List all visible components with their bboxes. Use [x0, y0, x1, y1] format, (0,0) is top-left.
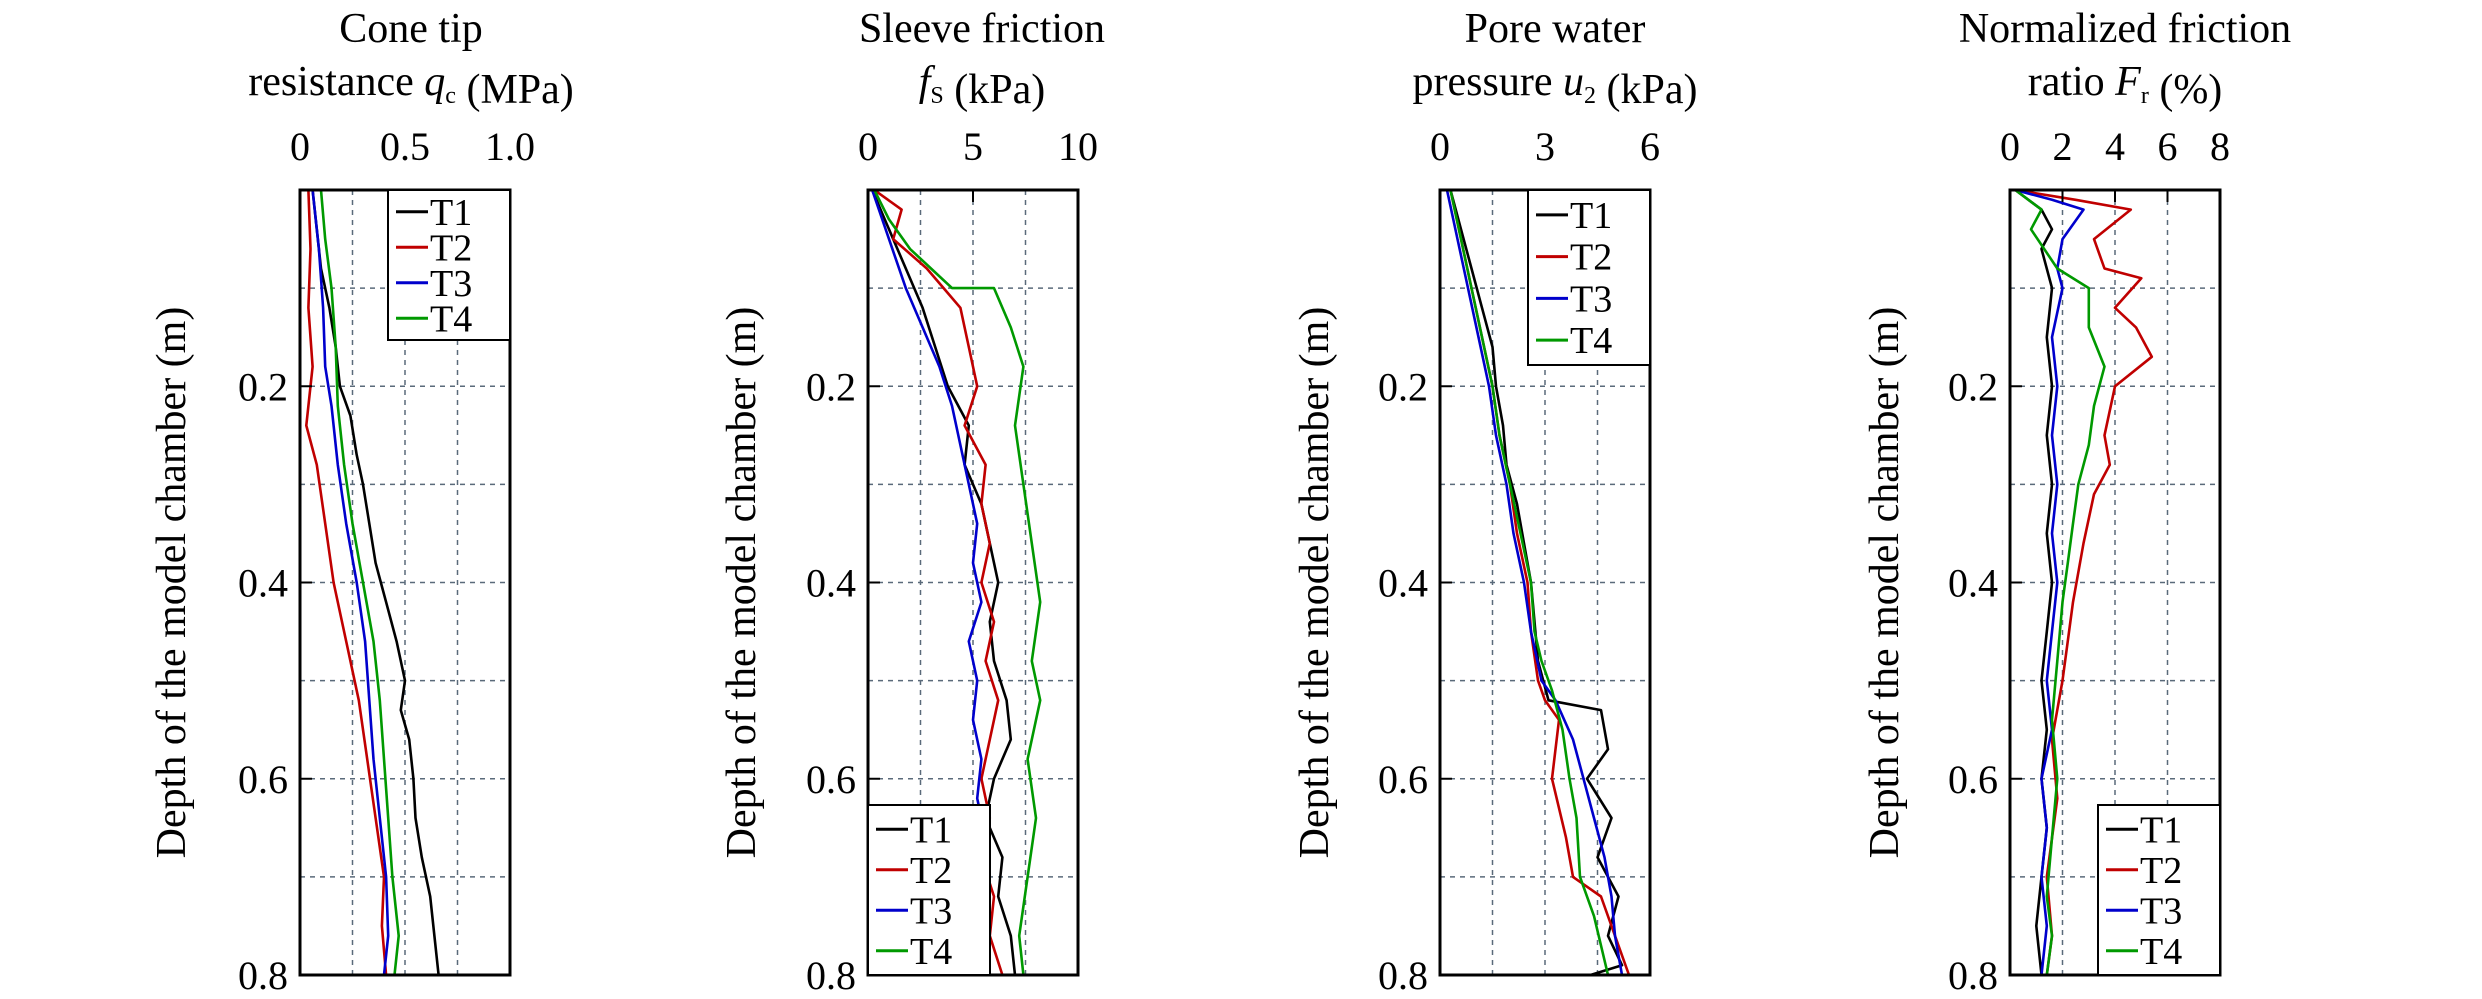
legend-label-t2: T2 [910, 850, 952, 892]
legend-label-t1: T1 [2140, 809, 2182, 851]
chart-title-line-2: pressure u2 (kPa) [1413, 59, 1698, 113]
x-tick-label: 0.5 [380, 124, 430, 169]
series-line-t4 [873, 189, 1042, 976]
y-tick-label: 0.6 [1378, 757, 1428, 802]
chart-title-line-2: fS (kPa) [919, 59, 1046, 113]
chart-panel-2: 0 5 10 0.2 0.4 0.6 0.8 Sleeve friction fS (kPa) D… [719, 6, 1105, 998]
series-line-t2 [305, 189, 388, 976]
series-line-t1 [871, 189, 1017, 976]
legend-label-t1: T1 [430, 192, 472, 234]
series-line-t3 [1445, 189, 1624, 976]
y-tick-label: 0.6 [806, 757, 856, 802]
chart-title-line-1: Sleeve friction [859, 6, 1105, 52]
chart-title-line-1: Normalized friction [1959, 6, 2291, 52]
x-tick-label: 1.0 [485, 124, 535, 169]
chart-title-line-2: resistance qc (MPa) [248, 59, 574, 113]
chart-panel-4: 0 2 4 6 8 0.2 0.4 0.6 0.8 Normalized friction rati… [1862, 6, 2291, 998]
legend-label-t4: T4 [910, 931, 952, 973]
chart-title-line-1: Cone tip [339, 6, 483, 52]
x-tick-label: 10 [1058, 124, 1098, 169]
y-tick-label: 0.4 [1378, 561, 1428, 606]
chart-title-line-2: ratio Fr (%) [2028, 59, 2223, 113]
legend-label-t4: T4 [1570, 320, 1612, 362]
legend-label-t2: T2 [2140, 850, 2182, 892]
series-line-t3 [2014, 188, 2085, 976]
x-tick-label: 6 [2158, 124, 2178, 169]
legend-label-t4: T4 [430, 298, 472, 340]
y-tick-label: 0.4 [806, 561, 856, 606]
legend-label-t4: T4 [2140, 931, 2182, 973]
legend-label-t3: T3 [910, 890, 952, 932]
x-tick-label: 8 [2210, 124, 2230, 169]
legend-label-t3: T3 [430, 263, 472, 305]
x-tick-label: 2 [2053, 124, 2073, 169]
series-line-t1 [311, 189, 440, 976]
y-tick-label: 0.2 [806, 364, 856, 409]
legend-label-t2: T2 [430, 227, 472, 269]
y-tick-label: 0.6 [1948, 757, 1998, 802]
chart-title-line-1: Pore water [1465, 6, 1646, 52]
series-line-t3 [311, 189, 390, 976]
legend-label-t3: T3 [1570, 278, 1612, 320]
x-tick-label: 6 [1640, 124, 1660, 169]
y-axis-label: Depth of the model chamber (m) [149, 307, 195, 859]
legend-label-t1: T1 [1570, 195, 1612, 237]
legend-label-t2: T2 [1570, 237, 1612, 279]
y-tick-label: 0.6 [238, 757, 288, 802]
x-tick-label: 3 [1535, 124, 1555, 169]
series-line-t4 [1449, 189, 1610, 976]
x-tick-label: 0 [2000, 124, 2020, 169]
legend-box [867, 804, 991, 976]
legend-box [2097, 804, 2221, 976]
y-axis-label: Depth of the model chamber (m) [1862, 307, 1908, 859]
x-tick-label: 5 [963, 124, 983, 169]
y-tick-label: 0.4 [1948, 561, 1998, 606]
legend-box [1527, 189, 1651, 366]
y-tick-label: 0.8 [238, 953, 288, 998]
y-tick-label: 0.8 [1378, 953, 1428, 998]
y-tick-label: 0.2 [1378, 364, 1428, 409]
x-tick-label: 0 [858, 124, 878, 169]
chart-panel-3: 0 3 6 0.2 0.4 0.6 0.8 Pore water pressure u2 (kP… [1292, 6, 1697, 998]
x-tick-label: 0 [1430, 124, 1450, 169]
chart-panel-1: 0 0.5 1.0 0.2 0.4 0.6 0.8 Cone tip resistance qc… [149, 6, 574, 998]
y-tick-label: 0.2 [1948, 364, 1998, 409]
legend-label-t3: T3 [2140, 890, 2182, 932]
y-tick-label: 0.2 [238, 364, 288, 409]
series-line-t2 [2015, 188, 2154, 976]
legend-label-t1: T1 [910, 809, 952, 851]
y-axis-label: Depth of the model chamber (m) [719, 307, 765, 859]
x-tick-label: 0 [290, 124, 310, 169]
y-tick-label: 0.8 [806, 953, 856, 998]
y-axis-label: Depth of the model chamber (m) [1292, 307, 1338, 859]
x-tick-label: 4 [2105, 124, 2125, 169]
legend-box [387, 189, 511, 341]
y-tick-label: 0.4 [238, 561, 288, 606]
series-line-t4 [2014, 188, 2106, 976]
y-tick-label: 0.8 [1948, 953, 1998, 998]
series-line-t4 [319, 189, 400, 976]
